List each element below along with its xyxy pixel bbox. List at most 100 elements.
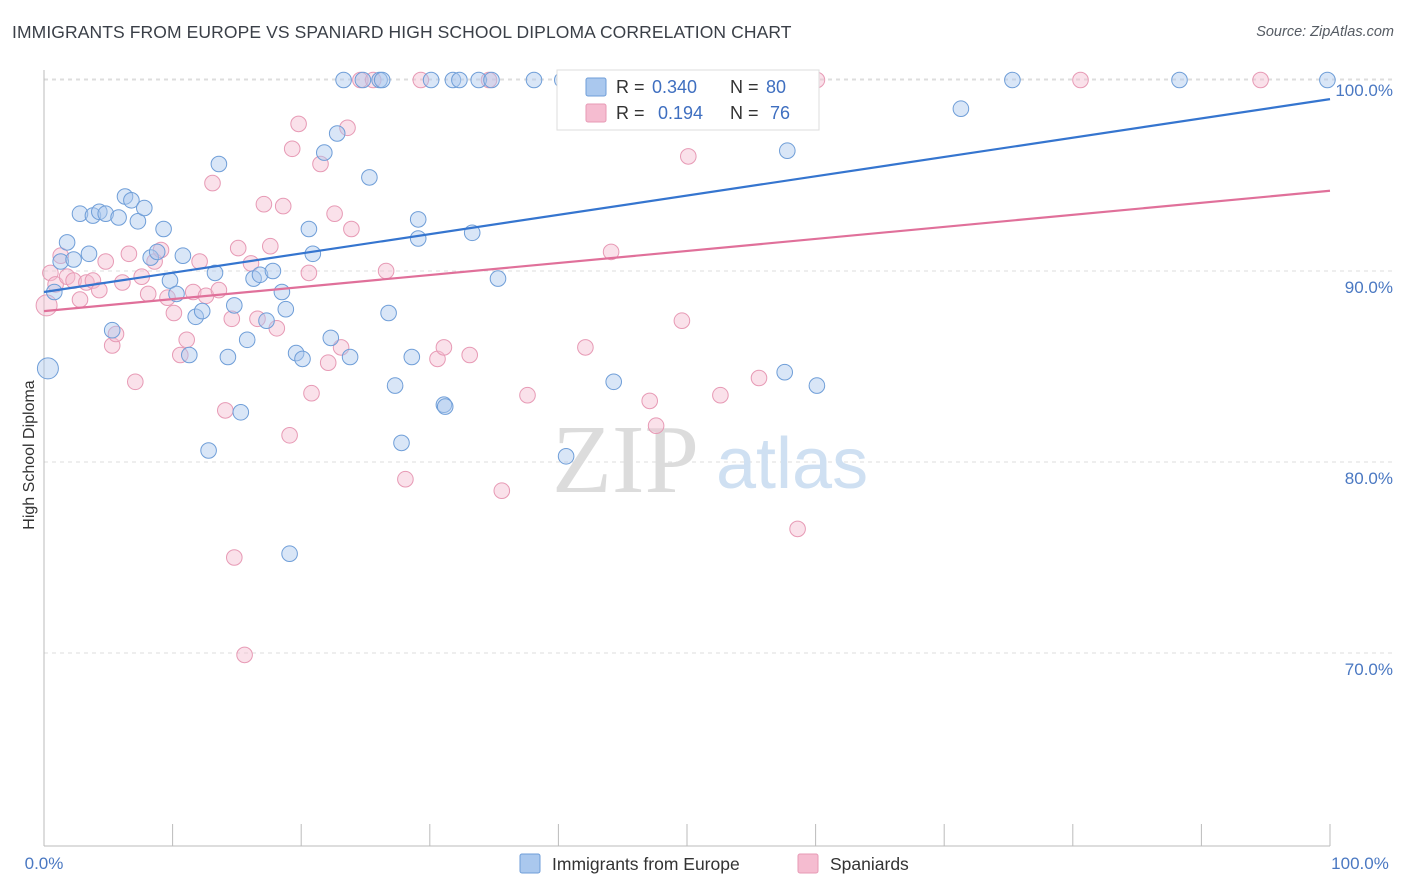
europe-point (136, 199, 153, 217)
legend-swatch-europe (585, 77, 607, 97)
europe-point (80, 245, 98, 263)
stat-n-value-2: 76 (770, 103, 790, 123)
europe-point (273, 283, 291, 301)
y-tick-label: 100.0% (1335, 81, 1393, 100)
spaniards-point (91, 281, 108, 299)
trend-line-spaniards (43, 189, 1331, 313)
europe-point (489, 270, 507, 287)
spaniards-point (303, 384, 320, 402)
europe-point (174, 247, 192, 264)
spaniards-point (641, 392, 659, 410)
stat-r-value-2: 0.194 (658, 103, 703, 123)
spaniards-point (204, 174, 221, 192)
europe-point (354, 71, 372, 89)
europe-point (36, 357, 59, 380)
spaniards-point (493, 482, 511, 500)
spaniards-point (139, 285, 157, 303)
europe-point (103, 321, 121, 339)
spaniards-point (52, 247, 70, 264)
spaniards-point (283, 140, 301, 158)
europe-point (281, 545, 298, 563)
spaniards-point (281, 427, 298, 444)
europe-point (148, 243, 166, 261)
spaniards-point (236, 646, 253, 664)
legend-swatch-spaniards (585, 103, 607, 123)
europe-point (436, 398, 454, 415)
europe-point (206, 264, 224, 282)
spaniards-point (435, 339, 453, 356)
europe-point (71, 205, 89, 222)
y-tick-labels: 70.0% 80.0% 90.0% 100.0% (1335, 81, 1393, 679)
europe-point (380, 304, 397, 322)
spaniards-point (172, 346, 189, 364)
bottom-legend-europe: Immigrants from Europe (552, 854, 740, 874)
bottom-legend-swatch-europe (519, 853, 541, 874)
source-credit: Source: ZipAtlas.com (1256, 24, 1394, 40)
spaniards-point (223, 310, 241, 328)
europe-point (470, 71, 488, 89)
europe-point (238, 331, 256, 349)
trend-lines (43, 98, 1331, 313)
europe-point (316, 144, 333, 161)
europe-point (58, 234, 76, 251)
europe-point (322, 329, 340, 347)
spaniards-point (712, 386, 729, 404)
stats-legend: R = 0.340 N = 80 R = 0.194 N = 76 (556, 69, 820, 131)
europe-point (65, 251, 82, 268)
europe-point (373, 71, 391, 89)
europe-point (97, 205, 114, 222)
spaniards-point (461, 346, 479, 364)
spaniards-point (97, 253, 114, 270)
y-tick-label: 90.0% (1345, 278, 1393, 297)
spaniards-point (377, 262, 395, 280)
europe-point (52, 253, 70, 270)
spaniards-point (229, 239, 247, 257)
spaniards-point (165, 304, 183, 322)
spaniards-point (255, 195, 273, 213)
europe-point (304, 245, 322, 263)
europe-point (403, 348, 421, 366)
europe-point (264, 262, 282, 280)
europe-point (605, 373, 623, 391)
spaniards-point (339, 119, 356, 137)
europe-point (393, 434, 410, 452)
stat-r-label-2: R = (616, 103, 645, 123)
europe-point (123, 192, 140, 209)
europe-point (155, 220, 172, 238)
x-tick-labels: 0.0% 100.0% (25, 854, 1389, 873)
europe-point (422, 71, 440, 89)
chart-title: IMMIGRANTS FROM EUROPE VS SPANIARD HIGH … (12, 22, 792, 42)
spaniards-point (647, 417, 665, 435)
spaniards-point (159, 289, 176, 307)
europe-point (226, 297, 243, 314)
europe-point (181, 346, 198, 364)
europe-point (1319, 71, 1336, 89)
europe-point (328, 125, 346, 142)
spaniards-point (300, 264, 318, 282)
spaniards-point (217, 402, 234, 419)
watermark-zip: ZIP (552, 406, 699, 514)
europe-point (557, 448, 575, 465)
spaniards-point (1252, 71, 1269, 89)
europe-point (361, 169, 378, 186)
europe-point (142, 249, 159, 266)
europe-point (341, 348, 359, 366)
spaniards-point (262, 237, 279, 255)
europe-point (952, 100, 970, 117)
spaniards-point (178, 331, 195, 349)
europe-point (409, 230, 427, 247)
spaniards-point (343, 220, 360, 238)
spaniards-point (673, 312, 691, 330)
europe-point (129, 213, 147, 230)
europe-point (219, 348, 237, 366)
europe-point (110, 209, 127, 226)
europe-point (483, 71, 500, 89)
europe-point (409, 211, 427, 228)
axes (43, 70, 1331, 847)
spaniards-point (120, 245, 138, 263)
europe-point (444, 71, 462, 89)
europe-point (525, 71, 543, 89)
spaniards-point (680, 148, 697, 165)
europe-point (300, 220, 318, 238)
